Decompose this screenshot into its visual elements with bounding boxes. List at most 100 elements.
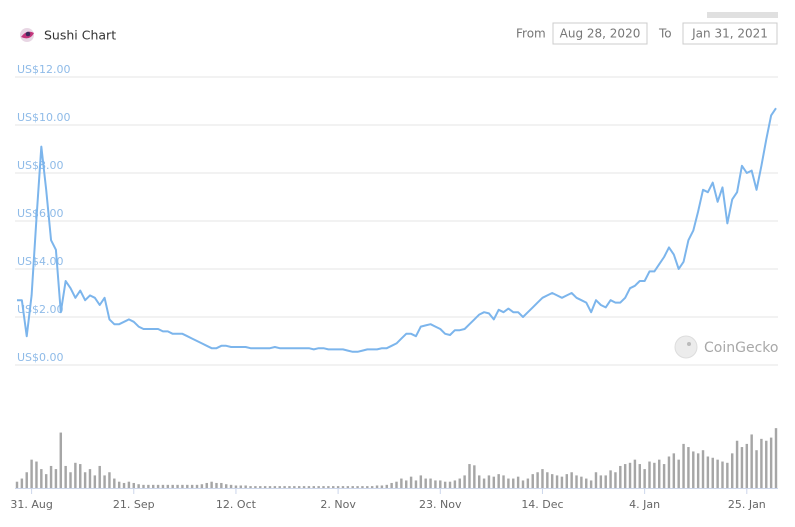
volume-bar <box>54 469 58 488</box>
volume-bar <box>259 486 262 488</box>
scroll-indicator <box>707 12 778 18</box>
volume-bar <box>453 480 457 488</box>
volume-bar <box>156 484 160 488</box>
volume-bar <box>249 486 252 488</box>
volume-bar <box>361 486 364 488</box>
to-input[interactable]: Jan 31, 2021 <box>682 22 778 45</box>
volume-bar <box>409 476 413 488</box>
volume-bar <box>546 472 549 488</box>
volume-bar <box>74 462 77 488</box>
volume-bar <box>740 447 744 488</box>
volume-bar <box>414 480 418 488</box>
volume-bar <box>614 472 617 488</box>
volume-bar <box>98 465 101 488</box>
volume-bar <box>147 484 150 488</box>
volume-bar <box>117 481 121 488</box>
x-tick-label: 4. Jan <box>629 498 660 511</box>
volume-bar <box>307 486 311 488</box>
volume-bar <box>760 438 763 488</box>
volume-bar <box>730 453 734 488</box>
volume-bar <box>531 474 534 488</box>
volume-bar <box>395 481 398 488</box>
volume-bar <box>30 459 33 488</box>
volume-bar <box>166 484 170 488</box>
to-label: To <box>658 27 672 41</box>
volume-bar <box>687 447 690 488</box>
volume-bar <box>672 453 676 488</box>
x-tick-label: 25. Jan <box>728 498 766 511</box>
volume-bar <box>721 461 724 488</box>
volume-bar <box>468 464 471 488</box>
volume-bar <box>59 432 63 488</box>
volume-bar <box>366 486 369 488</box>
volume-bar <box>49 465 53 488</box>
to-date[interactable]: Jan 31, 2021 <box>691 27 768 41</box>
volume-bar <box>507 478 510 488</box>
volume-bar <box>565 474 569 488</box>
volume-bar <box>575 475 578 488</box>
volume-bar <box>400 478 403 488</box>
volume-bar <box>623 464 627 488</box>
volume-bar <box>677 459 680 488</box>
from-date[interactable]: Aug 28, 2020 <box>560 27 641 41</box>
from-input[interactable]: Aug 28, 2020 <box>552 22 648 45</box>
volume-bar <box>711 457 714 488</box>
volume-bar <box>273 486 277 488</box>
volume-bar <box>648 461 651 488</box>
volume-bar <box>268 486 272 488</box>
volume-bar <box>44 474 48 488</box>
volume-bar <box>341 486 345 488</box>
volume-bar <box>658 459 661 488</box>
volume-bar <box>380 485 384 488</box>
volume-bar <box>516 476 520 488</box>
y-tick-label: US$12.00 <box>17 63 71 76</box>
y-tick-label: US$6.00 <box>17 207 64 220</box>
volume-bar <box>424 478 427 488</box>
volume-bar <box>385 484 388 488</box>
volume-bar <box>127 481 131 488</box>
volume-bar <box>482 478 486 488</box>
volume-bar <box>492 476 496 488</box>
volume-bar <box>40 469 43 488</box>
volume-bar <box>88 469 92 488</box>
price-line <box>17 107 777 353</box>
volume-bar <box>234 485 238 488</box>
volume-bar <box>570 472 573 488</box>
volume-bar <box>93 475 97 488</box>
volume-bar <box>278 486 281 488</box>
volume-bar <box>312 486 316 488</box>
volume-bar <box>132 482 135 488</box>
volume-bar <box>195 484 199 488</box>
volume-bar <box>769 437 773 488</box>
volume-bar <box>667 456 671 488</box>
volume-bar <box>186 484 189 488</box>
x-tick-label: 23. Nov <box>419 498 462 511</box>
volume-bar <box>79 464 82 488</box>
volume-bar <box>477 475 481 488</box>
volume-bar <box>171 484 174 488</box>
volume-bar <box>181 484 184 488</box>
volume-bar <box>122 482 126 488</box>
chart-title: Sushi Chart <box>44 28 116 43</box>
volume-bar <box>439 480 442 488</box>
volume-bar <box>765 440 768 488</box>
x-tick-label: 12. Oct <box>216 498 257 511</box>
volume-bar <box>15 481 19 488</box>
volume-bar <box>735 440 739 488</box>
volume-bar <box>205 482 208 488</box>
volume-bar <box>550 474 554 488</box>
volume-bar <box>473 465 476 488</box>
volume-bar <box>628 462 632 488</box>
volume-bar <box>604 475 607 488</box>
watermark: CoinGecko <box>674 335 778 359</box>
volume-bar <box>64 465 67 488</box>
volume-bar <box>643 469 646 488</box>
volume-bar <box>434 480 437 488</box>
volume-bar <box>332 486 335 488</box>
volume-bar <box>609 470 612 488</box>
volume-bar <box>633 459 637 488</box>
volume-bar <box>745 443 749 488</box>
volume-bar <box>706 456 710 488</box>
volume-bar <box>142 484 145 488</box>
